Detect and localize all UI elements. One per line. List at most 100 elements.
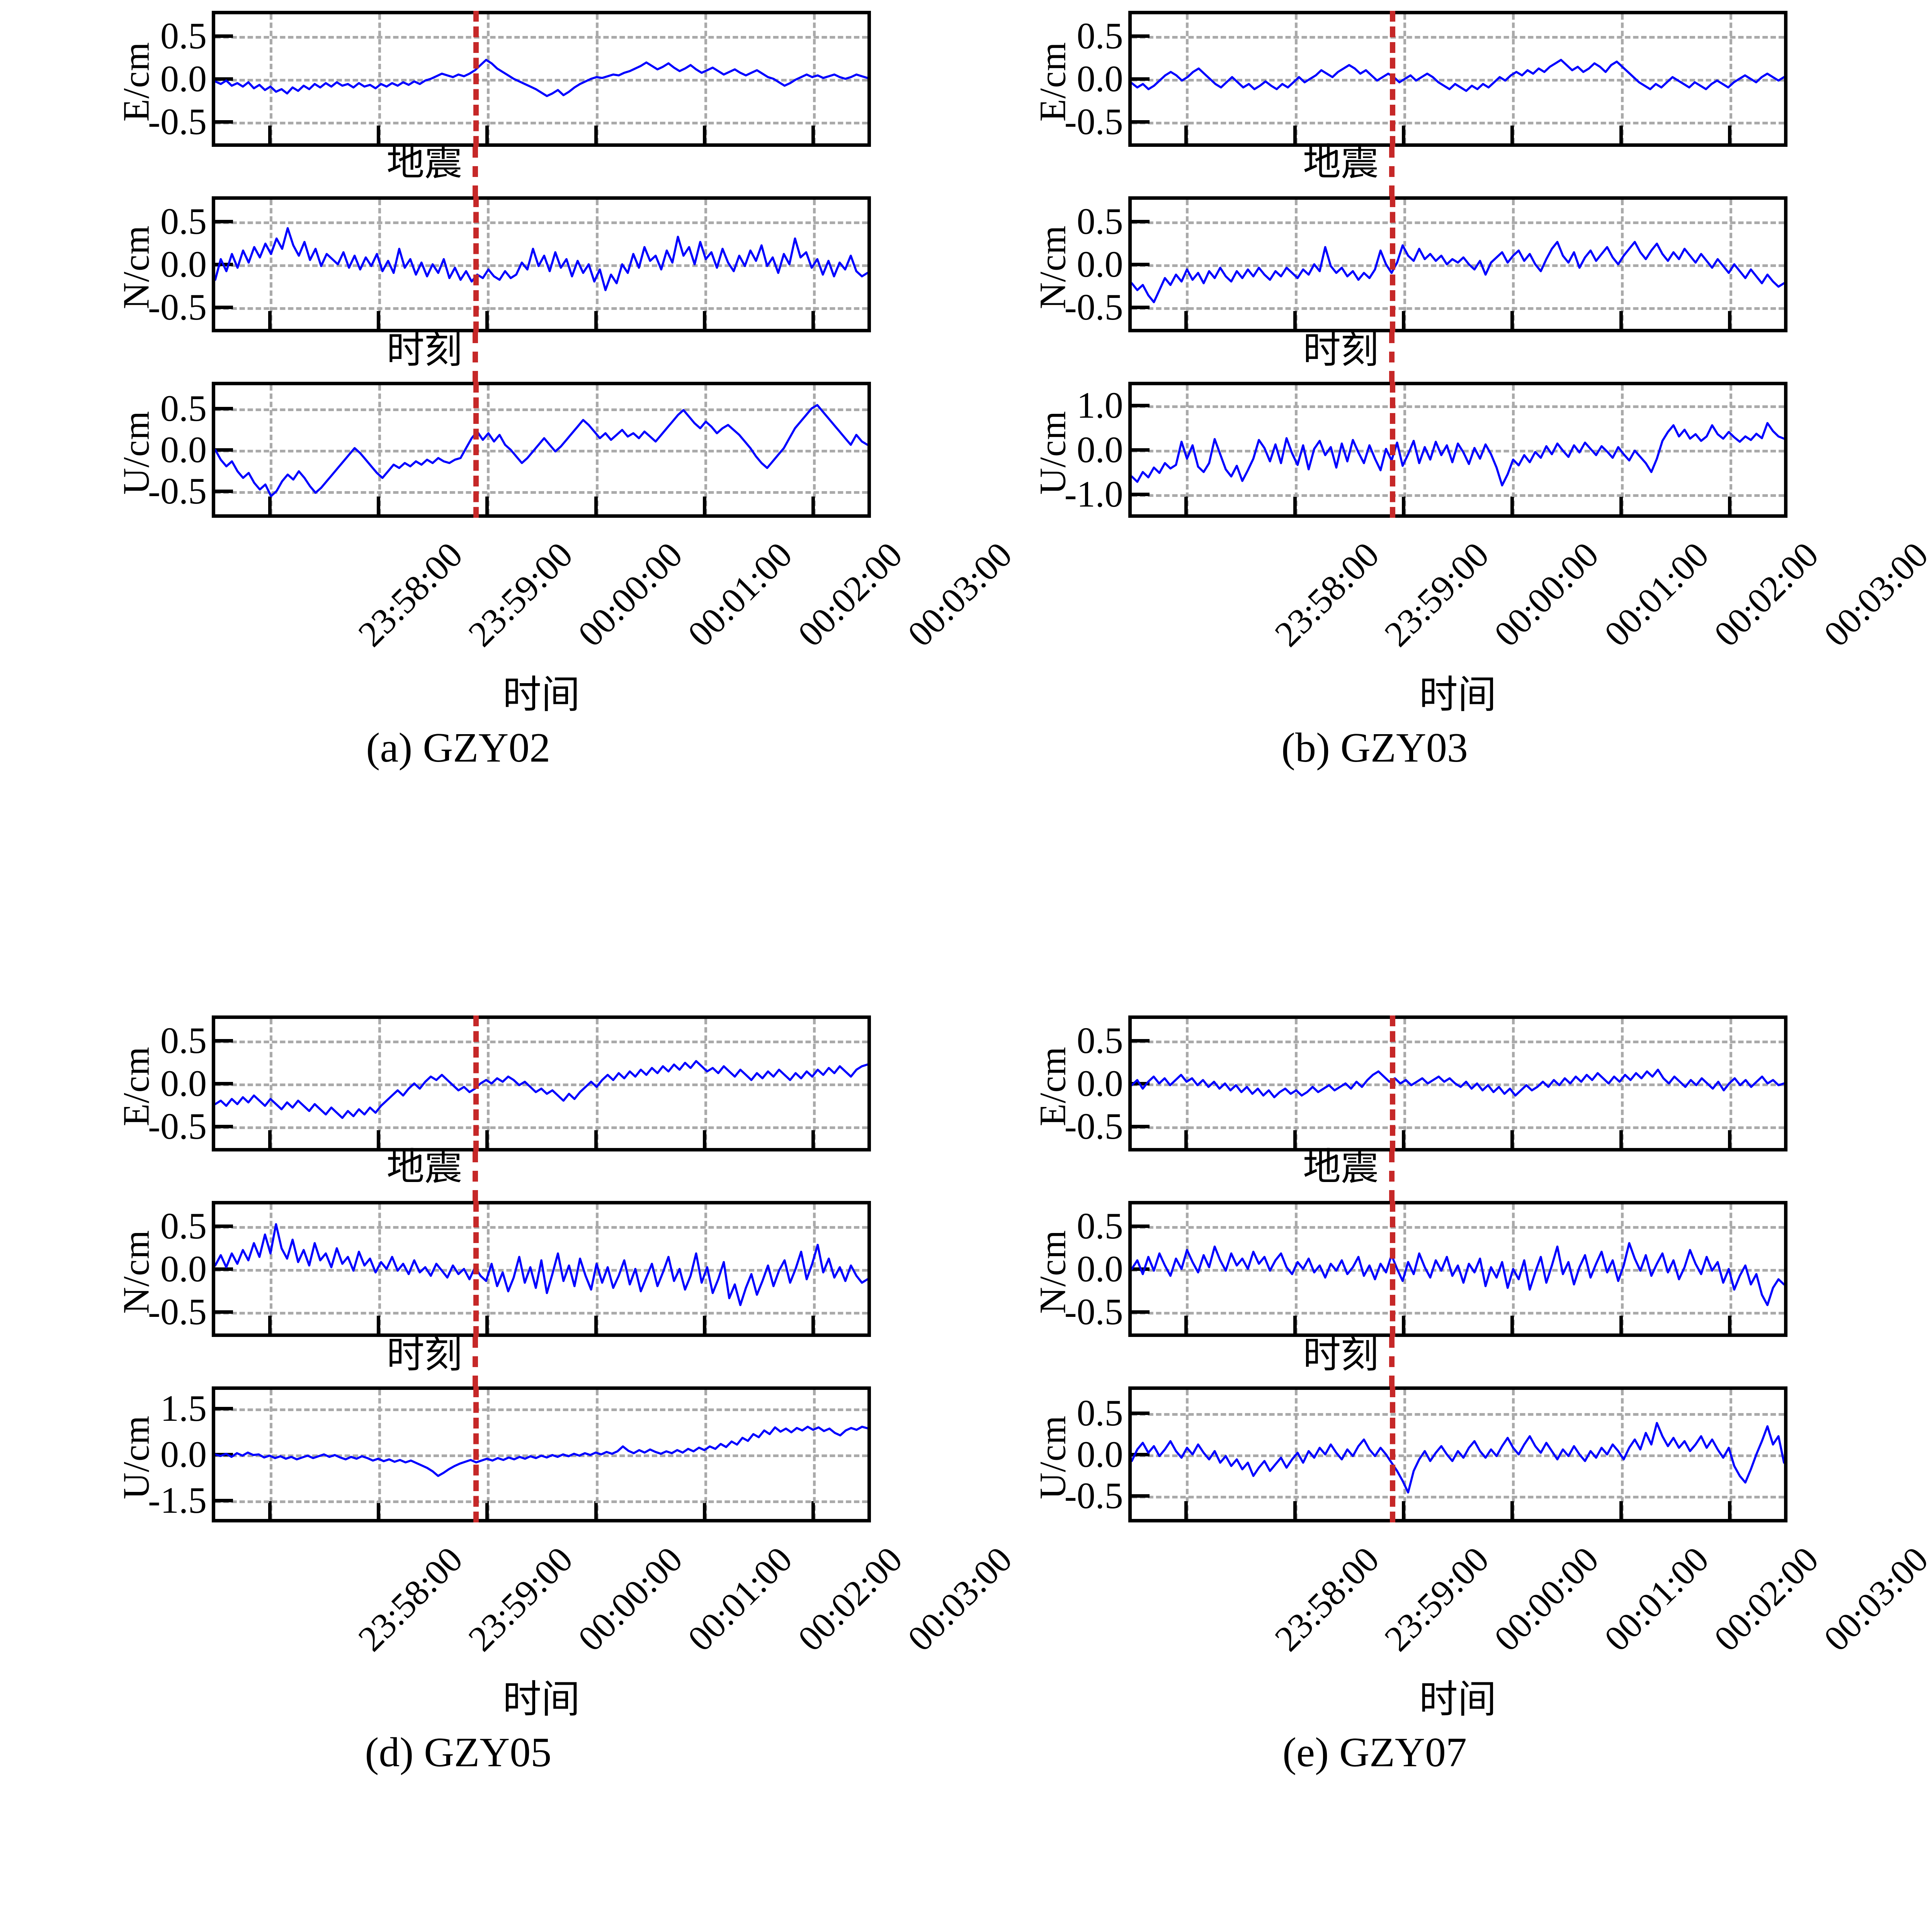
x-tick-labels: 23:58:00 23:59:00 00:00:00 00:01:00 00:02:00… [212,1532,1020,1659]
x-tick [1619,1501,1623,1519]
subplot-stack: E/cm -0.5 0.0 0.5 地震 N/cm -0.5 0.0 0.5 时刻 U/cm -0.5… [1032,1015,1787,1522]
panel-gzy02: E/cm -0.5 0.0 0.5 地震 N/cm -0.5 0.0 0.5 时刻 U/cm -0.5… [0,0,1020,1005]
x-tick [377,497,380,514]
x-tick [268,126,272,143]
y-tick [1131,1494,1150,1498]
y-tick-label: 0.5 [1077,200,1123,242]
x-axis-title: 时间 [503,1678,580,1721]
x-tick-label: 23:59:00 [460,534,580,655]
x-tick [268,311,272,329]
y-tick-label: 0.0 [160,1063,207,1104]
earthquake-time-line [1389,147,1395,196]
y-tick [1131,1453,1150,1456]
x-tick [1293,497,1297,514]
x-tick-labels: 23:58:00 23:59:00 00:00:00 00:01:00 00:02:00… [212,527,1020,655]
x-tick [1510,1501,1514,1519]
x-tick-labels: 23:58:00 23:59:00 00:00:00 00:01:00 00:02:00… [1128,527,1932,655]
panel-gzy05: E/cm -0.5 0.0 0.5 地震 N/cm -0.5 0.0 0.5 时刻 U/cm -1.5… [0,1005,1020,1932]
y-tick [1131,1411,1150,1415]
x-tick [703,311,706,329]
y-tick [1131,1310,1150,1314]
y-tick [1131,403,1150,407]
axes-box: -0.5 0.0 0.5 [148,382,871,518]
y-tick [1131,219,1150,223]
x-tick [1728,1130,1731,1148]
axes-box: -0.5 0.0 0.5 [1065,1015,1787,1151]
y-tick-label: -0.5 [1064,1475,1123,1517]
x-tick [377,126,380,143]
x-tick [1728,311,1731,329]
subplot-stack: E/cm -0.5 0.0 0.5 地震 N/cm -0.5 0.0 0.5 时刻 U/cm -1.0… [1032,11,1787,518]
data-trace [1132,14,1784,143]
x-tick [1619,311,1623,329]
x-tick [1728,126,1731,143]
x-tick [1293,1501,1297,1519]
y-tick-label: 0.0 [1077,429,1123,470]
x-tick [485,311,489,329]
y-tick-label: 1.0 [1077,384,1123,426]
subplot-e: E/cm -0.5 0.0 0.5 [1032,1015,1787,1151]
x-tick [703,126,706,143]
x-tick-label: 23:58:00 [1267,1539,1387,1659]
x-tick [703,1130,706,1148]
panel-gzy09: E/cm-0.50.00.5地震N/cm-0.50.00.5时刻U/cm-101… [1833,1005,1932,1932]
earthquake-time-line [1389,1151,1395,1201]
x-tick [1401,1316,1405,1333]
x-tick [1728,1316,1731,1333]
earthquake-label-line2: 时刻 [386,1334,463,1376]
x-tick-label: 00:02:00 [1706,534,1827,655]
y-tick [215,306,233,310]
axes-box: -0.5 0.0 0.5 [1065,11,1787,147]
y-tick-label: -1.5 [148,1480,207,1521]
y-tick-label: 0.5 [160,1205,207,1247]
x-tick [811,1130,815,1148]
earthquake-time-line [1389,1337,1395,1386]
x-tick-label: 00:01:00 [680,1539,800,1659]
data-trace [1132,1390,1784,1519]
x-tick [268,1316,272,1333]
y-tick-label: -0.5 [148,286,207,328]
y-tick [215,120,233,124]
y-tick [1131,306,1150,310]
panel-gzy03: E/cm -0.5 0.0 0.5 地震 N/cm -0.5 0.0 0.5 时刻 U/cm -1.0… [917,0,1932,1005]
y-tick-label: -0.5 [148,101,207,143]
y-tick-label: -1.0 [1064,473,1123,515]
x-tick [1619,497,1623,514]
axes-box: -1.0 0.0 1.0 [1065,382,1787,518]
y-tick-label: 0.5 [160,1019,207,1061]
x-tick [703,1316,706,1333]
x-tick-label: 00:02:00 [790,534,910,655]
y-tick-label: 0.0 [160,58,207,99]
data-trace [215,385,867,514]
axes-box: -0.5 0.0 0.5 [148,1015,871,1151]
x-tick-label: 00:01:00 [1597,534,1716,655]
x-tick [811,126,815,143]
x-tick-label: 23:58:00 [350,1539,471,1659]
x-tick [268,497,272,514]
panel-caption: (c) GZY04 [1833,724,1932,772]
x-tick [1293,126,1297,143]
earthquake-time-line [473,1015,479,1151]
y-tick [215,1267,233,1271]
earthquake-time-line [1389,1201,1395,1337]
subplot-gap: 地震 [1128,1147,1787,1201]
y-tick [215,77,233,81]
data-trace [215,14,867,143]
data-trace [215,1204,867,1333]
y-tick-label: -0.5 [1064,1291,1123,1333]
earthquake-label-line1: 地震 [386,142,463,184]
x-tick [1184,1316,1188,1333]
earthquake-time-line [473,382,479,518]
panel-caption: (f) GZY09 [1833,1729,1932,1777]
earthquake-label-line1: 地震 [1303,142,1379,184]
x-tick [485,497,489,514]
y-tick [215,34,233,38]
x-tick-label: 00:01:00 [1597,1539,1716,1659]
x-tick-label: 23:58:00 [350,534,471,655]
earthquake-time-line [1389,11,1395,147]
x-tick [485,126,489,143]
earthquake-time-line [473,1151,478,1201]
subplot-e: E/cm -0.5 0.0 0.5 [116,1015,871,1151]
x-tick [1619,1130,1623,1148]
y-tick [1131,34,1150,38]
